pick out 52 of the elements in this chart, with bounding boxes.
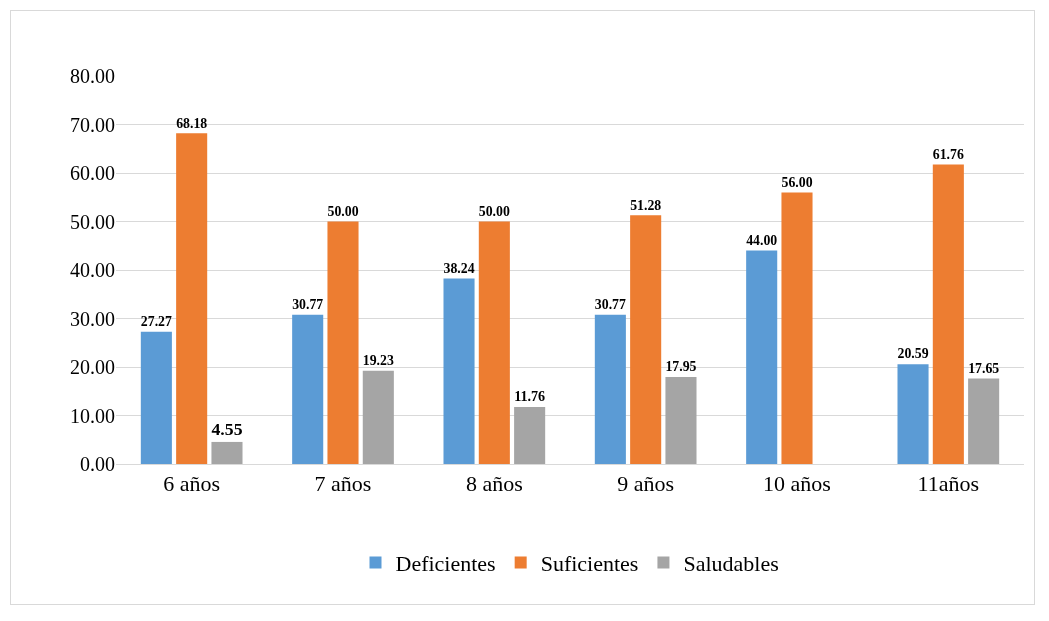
bar bbox=[594, 314, 626, 464]
bar bbox=[897, 364, 929, 464]
bar bbox=[781, 192, 813, 464]
bar bbox=[630, 215, 662, 464]
data-label: 50.00 bbox=[327, 203, 359, 219]
bar bbox=[746, 250, 778, 464]
data-label: 44.00 bbox=[746, 232, 778, 248]
data-label: 50.00 bbox=[478, 203, 510, 219]
data-label: 17.65 bbox=[968, 360, 1000, 376]
bar bbox=[478, 221, 510, 464]
bar bbox=[443, 278, 475, 464]
legend-label: Saludables bbox=[683, 550, 779, 576]
x-tick-label: 8 años bbox=[465, 471, 523, 497]
bar bbox=[327, 221, 359, 464]
x-tick-label: 7 años bbox=[314, 471, 372, 497]
y-tick-label: 50.00 bbox=[70, 210, 115, 233]
y-tick-label: 0.00 bbox=[80, 453, 115, 475]
bar bbox=[211, 441, 243, 464]
data-label: 11.76 bbox=[514, 388, 546, 405]
bar bbox=[514, 406, 546, 464]
bar bbox=[140, 331, 172, 464]
y-tick-label: 30.00 bbox=[70, 307, 115, 330]
data-label: 68.18 bbox=[176, 115, 208, 131]
x-tick-label: 10 años bbox=[763, 471, 831, 497]
data-label: 20.59 bbox=[897, 346, 929, 362]
data-label: 38.24 bbox=[443, 260, 475, 276]
y-tick-label: 80.00 bbox=[70, 65, 115, 87]
bar bbox=[292, 314, 324, 464]
data-label: 61.76 bbox=[932, 146, 964, 162]
data-label: 30.77 bbox=[292, 297, 324, 313]
bar bbox=[362, 370, 394, 464]
data-label: 30.77 bbox=[594, 297, 626, 313]
data-label: 19.23 bbox=[362, 352, 394, 368]
y-tick-label: 10.00 bbox=[70, 404, 115, 427]
bar bbox=[932, 164, 964, 464]
y-tick-label: 70.00 bbox=[70, 113, 115, 136]
x-tick-label: 11años bbox=[917, 471, 980, 497]
x-tick-label: 6 años bbox=[163, 471, 221, 497]
bar bbox=[968, 378, 1000, 464]
data-label: 17.95 bbox=[665, 359, 697, 375]
data-label: 56.00 bbox=[781, 174, 813, 190]
legend-label: Suficientes bbox=[540, 550, 639, 576]
x-tick-label: 9 años bbox=[617, 471, 675, 497]
bar bbox=[665, 376, 697, 464]
bar bbox=[176, 133, 208, 464]
y-tick-label: 20.00 bbox=[70, 356, 115, 378]
y-tick-label: 40.00 bbox=[70, 259, 115, 281]
data-label: 4.55 bbox=[211, 419, 243, 440]
y-tick-label: 60.00 bbox=[70, 162, 115, 184]
data-label: 27.27 bbox=[140, 313, 172, 329]
legend-label: Deficientes bbox=[395, 550, 496, 576]
data-label: 51.28 bbox=[630, 197, 662, 213]
